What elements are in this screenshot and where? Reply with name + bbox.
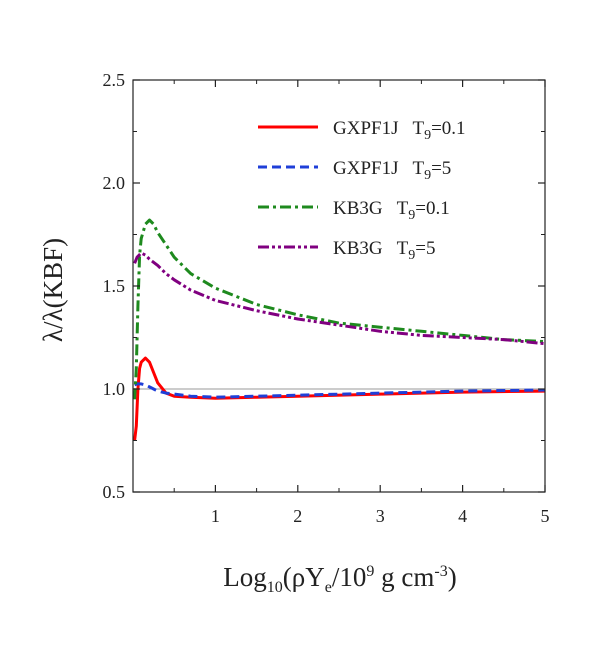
series-line-1 [133,356,546,441]
x-tick-label: 3 [376,506,385,526]
y-tick-label: 1.5 [103,276,126,296]
series-line-3 [133,218,546,400]
legend-entry-3: KB3G T9=0.1 [333,198,450,223]
legend-entry-1: GXPF1J T9=0.1 [333,118,466,143]
y-axis-label: λ/λ(KBF) [38,238,68,342]
legend-entry-4: KB3G T9=5 [333,238,435,263]
x-tick-label: 4 [458,506,467,526]
x-axis-label: Log10(ρYe/109 g cm-3) [223,562,456,596]
x-tick-label: 1 [211,506,220,526]
plot-frame [132,79,546,493]
legend: GXPF1J T9=0.1 GXPF1J T9=5 KB3G T9=0.1 KB3G T9=5 [258,118,466,263]
y-tick-label: 1.0 [103,379,126,399]
legend-entry-2: GXPF1J T9=5 [333,158,451,183]
y-tick-label: 2.0 [103,173,126,193]
x-tick-label: 2 [293,506,302,526]
series-line-4 [133,251,546,346]
series-line-2 [134,382,546,399]
y-tick-label: 0.5 [103,482,126,502]
ticks-layer: 0.5 1.0 1.5 2.0 2.5 1 2 3 4 5 [103,70,550,526]
x-tick-label: 5 [541,506,550,526]
series-layer [133,218,546,441]
y-tick-label: 2.5 [103,70,126,90]
